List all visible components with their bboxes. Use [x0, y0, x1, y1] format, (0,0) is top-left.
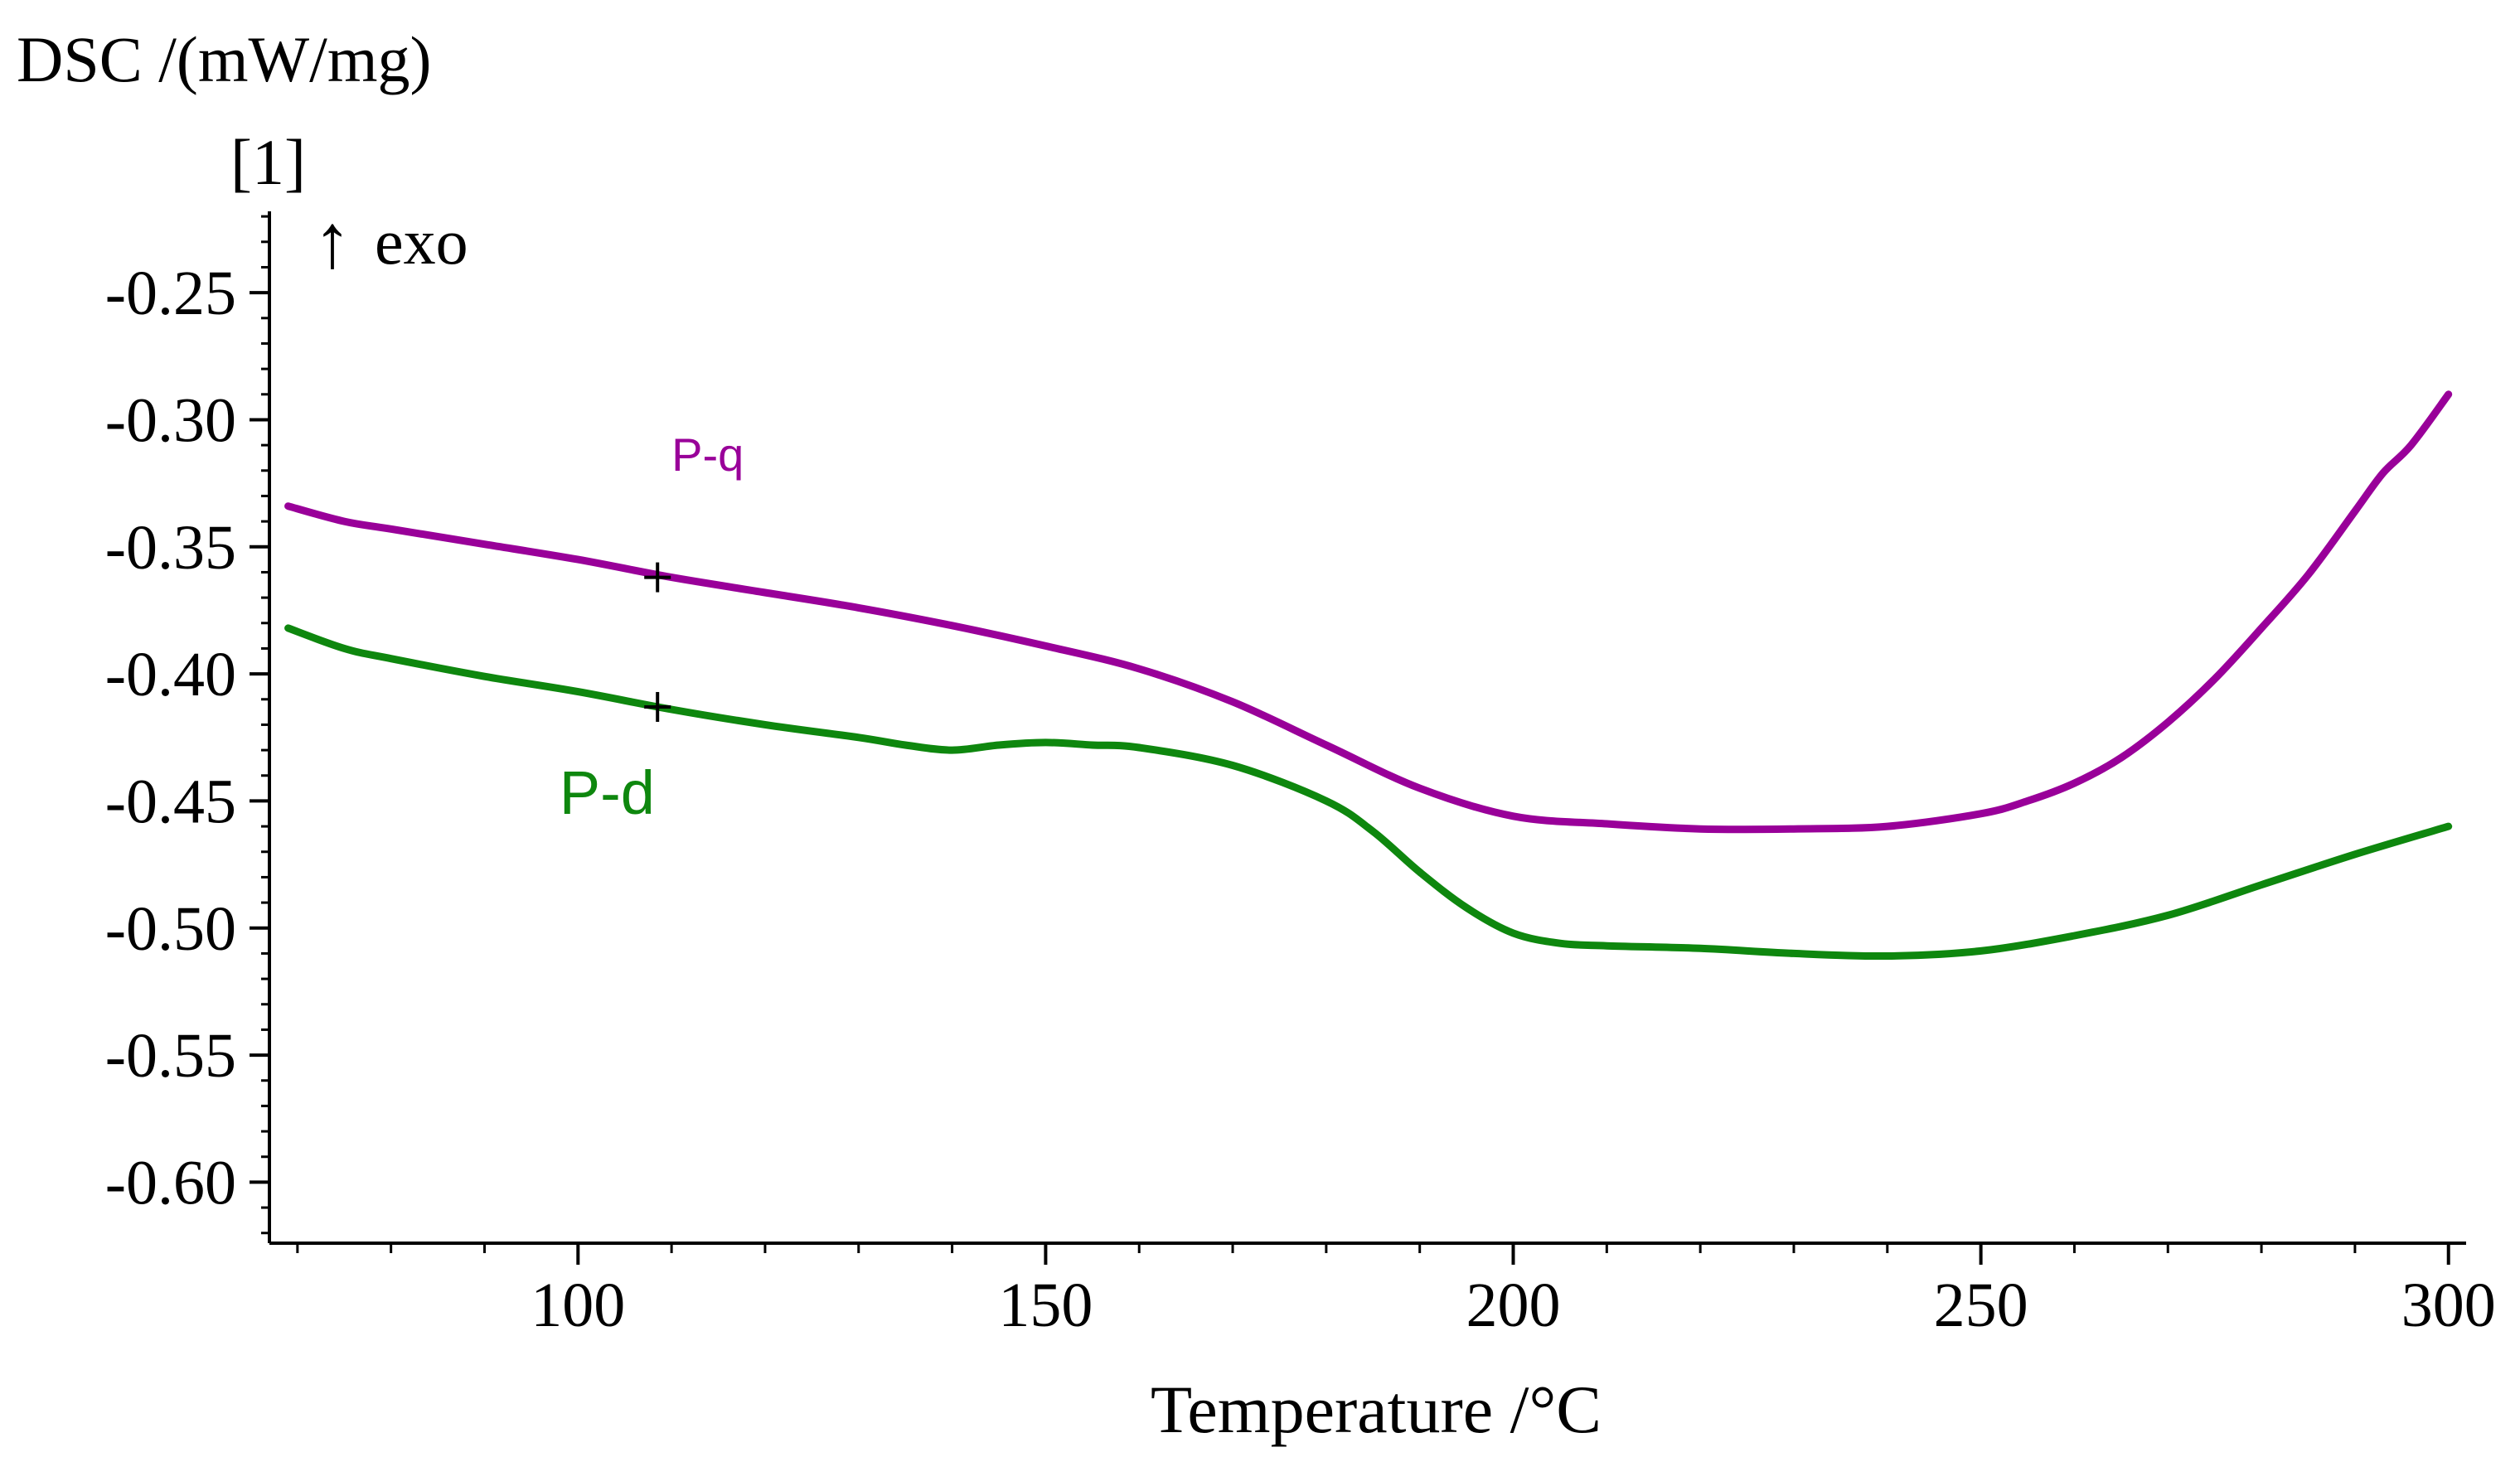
- x-tick-label: 150: [998, 1271, 1093, 1340]
- x-axis: 100 150 200 250 300: [269, 1242, 2496, 1340]
- exo-label: exo: [375, 206, 468, 278]
- y-tick-label: -0.55: [105, 1021, 236, 1091]
- cross-marker-p-d: [644, 691, 671, 722]
- y-axis-title: DSC /(mW/mg): [17, 23, 432, 95]
- x-axis-title: Temperature /°C: [1151, 1372, 1602, 1447]
- y-axis: -0.25 -0.30 -0.35 -0.40 -0.45 -0.50 -0.55 -0.60: [105, 211, 271, 1243]
- exo-arrow-icon: ↑: [313, 199, 351, 283]
- x-tick-label: 250: [1934, 1271, 2028, 1340]
- y-tick-label: -0.45: [105, 767, 236, 836]
- y-tick-label: -0.50: [105, 894, 236, 964]
- y-tick-label: -0.60: [105, 1148, 236, 1217]
- y-tick-label: -0.30: [105, 385, 236, 455]
- series-label-p-q: P-q: [671, 428, 744, 481]
- y-axis-unit: [1]: [230, 126, 306, 198]
- series-label-p-d: P-d: [560, 758, 655, 827]
- y-tick-label: -0.40: [105, 640, 236, 709]
- series-line-p-q: [284, 390, 2453, 834]
- y-tick-label: -0.25: [105, 259, 236, 328]
- series-lines: P-q P-d: [284, 390, 2453, 961]
- series-line-p-d: [284, 624, 2453, 961]
- y-tick-label: -0.35: [105, 513, 236, 583]
- cross-marker-p-q: [644, 562, 671, 593]
- x-tick-label: 200: [1466, 1271, 1561, 1340]
- x-tick-label: 300: [2401, 1271, 2496, 1340]
- x-tick-label: 100: [531, 1271, 625, 1340]
